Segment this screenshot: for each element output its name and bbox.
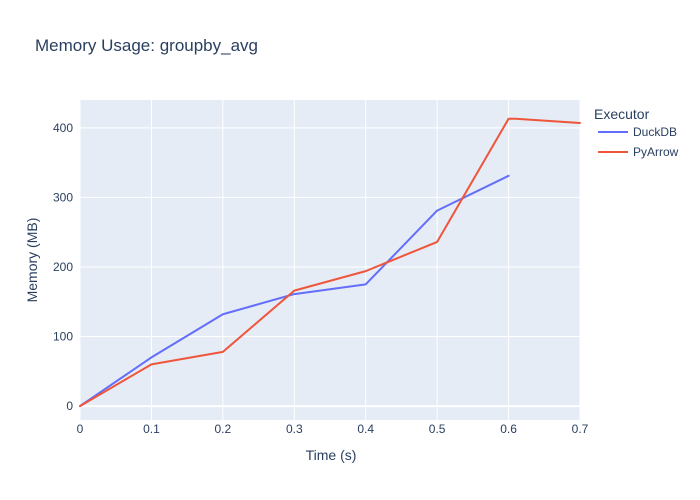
x-tick-label: 0.6 xyxy=(500,422,517,436)
x-tick-label: 0.3 xyxy=(286,422,303,436)
legend: Executor DuckDB PyArrow xyxy=(594,106,679,159)
legend-label-pyarrow: PyArrow xyxy=(633,145,679,159)
x-tick-label: 0 xyxy=(77,422,84,436)
y-tick-label: 100 xyxy=(53,330,73,344)
x-tick-label: 0.5 xyxy=(429,422,446,436)
y-tick-label: 400 xyxy=(53,121,73,135)
chart-title: Memory Usage: groupby_avg xyxy=(35,36,258,55)
series-line-duckdb xyxy=(79,174,510,408)
y-tick-label: 200 xyxy=(53,260,73,274)
series-line-pyarrow xyxy=(79,117,581,408)
legend-label-duckdb: DuckDB xyxy=(633,125,677,139)
grid-layer xyxy=(79,100,581,420)
x-tick-label: 0.1 xyxy=(143,422,160,436)
x-tick-label: 0.7 xyxy=(572,422,589,436)
y-tick-label: 300 xyxy=(53,190,73,204)
x-tick-label: 0.2 xyxy=(215,422,232,436)
y-tick-label: 0 xyxy=(66,399,73,413)
x-axis-ticks: 0 0.1 0.2 0.3 0.4 0.5 0.6 0.7 xyxy=(77,422,589,436)
y-axis-title: Memory (MB) xyxy=(24,218,40,303)
x-tick-label: 0.4 xyxy=(357,422,374,436)
plot-background xyxy=(80,100,580,420)
x-axis-title: Time (s) xyxy=(306,447,357,463)
y-axis-ticks: 0 100 200 300 400 xyxy=(53,121,73,413)
legend-title: Executor xyxy=(594,106,650,122)
series-layer xyxy=(79,117,581,408)
